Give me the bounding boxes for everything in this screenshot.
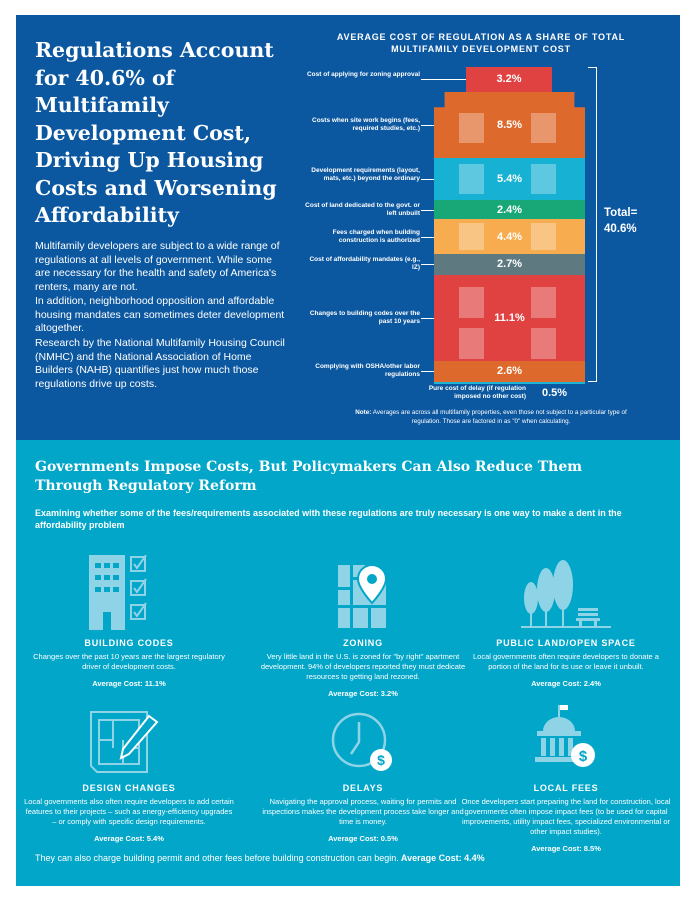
- total-text: Total=: [604, 207, 638, 219]
- government-dollar-icon: $: [461, 695, 671, 775]
- category-label: Cost of applying for zoning approval: [306, 71, 420, 79]
- category-label: Cost of affordability mandates (e.g., IZ…: [309, 256, 420, 272]
- total-bracket: [588, 67, 597, 382]
- building-checklist-icon: [24, 540, 234, 630]
- stacked-cost-chart: 3.2% Cost of applying for zoning approval…: [16, 15, 680, 440]
- label-connector: [421, 125, 434, 127]
- svg-text:$: $: [579, 748, 588, 765]
- clock-dollar-icon: $: [258, 695, 468, 775]
- window-decoration: [531, 327, 556, 359]
- total-label: Total= 40.6%: [604, 205, 637, 237]
- card-average-cost: Average Cost: 5.4%: [94, 834, 164, 843]
- cost-card: BUILDING CODES Changes over the past 10 …: [24, 540, 234, 688]
- card-title: BUILDING CODES: [84, 638, 174, 648]
- label-connector: [421, 318, 434, 320]
- reform-heading: Governments Impose Costs, But Policymake…: [35, 459, 583, 494]
- card-text: Changes over the past 10 years are the l…: [33, 652, 225, 671]
- reform-subheading: Examining whether some of the fees/requi…: [35, 508, 622, 530]
- intro-paragraph: In addition, neighborhood opposition and…: [35, 295, 285, 334]
- cost-card: $ LOCAL FEES Once developers start prepa…: [461, 695, 671, 853]
- data-label: 2.6%: [496, 365, 523, 378]
- map-pin-icon: [258, 540, 468, 630]
- cost-card: PUBLIC LAND/OPEN SPACE Local governments…: [461, 540, 671, 688]
- card-text: Once developers start preparing the land…: [461, 797, 671, 836]
- bar-segment: 2.4%: [434, 200, 585, 220]
- window-decoration: [459, 164, 484, 195]
- card-average-cost: Average Cost: 2.4%: [531, 679, 601, 688]
- card-average-cost: Average Cost: 3.2%: [328, 689, 398, 698]
- bar-segment: 2.6%: [434, 361, 585, 382]
- card-title: DESIGN CHANGES: [82, 783, 176, 793]
- data-label: 2.4%: [496, 203, 523, 216]
- note-label: Note:: [355, 409, 372, 416]
- intro-paragraph: Research by the National Multifamily Hou…: [35, 337, 285, 390]
- label-connector: [421, 179, 434, 181]
- cost-card: DESIGN CHANGES Local governments also of…: [24, 695, 234, 843]
- bar-segment: 2.7%: [434, 253, 585, 275]
- blueprint-pencil-icon: [24, 695, 234, 775]
- bar-segment: 5.4%: [434, 158, 585, 201]
- label-connector: [421, 79, 466, 81]
- category-label: Cost of land dedicated to the govt. or l…: [305, 201, 420, 217]
- label-connector: [421, 209, 434, 211]
- bar-segment: 4.4%: [434, 219, 585, 254]
- card-text: Local governments also often require dev…: [24, 797, 234, 826]
- window-decoration: [531, 286, 556, 318]
- category-label: Development requirements (layout, mats, …: [311, 167, 420, 183]
- cost-card: $ DELAYS Navigating the approval process…: [258, 695, 468, 843]
- card-average-cost: Average Cost: 8.5%: [531, 844, 601, 853]
- summary-panel: Regulations Account for 40.6% of Multifa…: [16, 15, 680, 440]
- window-decoration: [459, 327, 484, 359]
- card-title: PUBLIC LAND/OPEN SPACE: [496, 638, 636, 648]
- note-text: Averages are across all multifamily prop…: [371, 409, 627, 425]
- window-decoration: [459, 223, 484, 250]
- data-label: 5.4%: [496, 173, 523, 186]
- delay-value: 0.5%: [542, 387, 568, 399]
- data-label: 3.2%: [496, 73, 522, 86]
- window-decoration: [459, 112, 484, 143]
- svg-text:$: $: [377, 752, 385, 768]
- data-label: 8.5%: [496, 119, 523, 132]
- card-average-cost: Average Cost: 11.1%: [92, 679, 166, 688]
- category-label: Changes to building codes over the past …: [309, 310, 420, 326]
- chart-title: AVERAGE COST OF REGULATION AS A SHARE OF…: [336, 32, 626, 54]
- footer-avg: Average Cost: 4.4%: [398, 853, 485, 863]
- footer-text: They can also charge building permit and…: [35, 853, 399, 863]
- card-title: ZONING: [343, 638, 383, 648]
- delay-label: Pure cost of delay (if regulation impose…: [428, 385, 526, 400]
- chart-note: Note: Averages are across all multifamil…: [346, 408, 636, 426]
- bar-segment: 3.2%: [466, 67, 552, 92]
- trees-bench-icon: [461, 540, 671, 630]
- window-decoration: [459, 286, 484, 318]
- window-decoration: [531, 112, 556, 143]
- bar-segment-delay: [434, 381, 585, 384]
- page-title: Regulations Account for 40.6% of Multifa…: [35, 38, 277, 227]
- category-label: Fees charged when building construction …: [332, 228, 420, 244]
- card-text: Navigating the approval process, waiting…: [262, 797, 464, 826]
- bar-segment: 11.1%: [434, 274, 585, 362]
- category-label: Costs when site work begins (fees, requi…: [312, 117, 420, 133]
- card-title: DELAYS: [342, 783, 384, 793]
- data-label: 4.4%: [496, 230, 523, 243]
- label-connector: [421, 371, 434, 373]
- card-average-cost: Average Cost: 0.5%: [328, 834, 398, 843]
- total-value: 40.6%: [604, 223, 637, 235]
- data-label: 11.1%: [494, 312, 525, 325]
- footer-note: They can also charge building permit and…: [35, 853, 485, 863]
- bar-segment: 8.5%: [434, 91, 585, 159]
- card-text: Local governments often require develope…: [473, 652, 659, 671]
- card-text: Very little land in the U.S. is zoned fo…: [260, 652, 466, 681]
- intro-paragraph: Multifamily developers are subject to a …: [35, 240, 280, 293]
- window-decoration: [531, 164, 556, 195]
- cost-card: ZONING Very little land in the U.S. is z…: [258, 540, 468, 698]
- window-decoration: [531, 223, 556, 250]
- category-label: Complying with OSHA/other labor regulati…: [315, 363, 420, 379]
- label-connector: [421, 236, 434, 238]
- card-title: LOCAL FEES: [533, 783, 599, 793]
- data-label: 2.7%: [496, 258, 523, 271]
- label-connector: [421, 264, 434, 266]
- reform-panel: Governments Impose Costs, But Policymake…: [16, 440, 680, 886]
